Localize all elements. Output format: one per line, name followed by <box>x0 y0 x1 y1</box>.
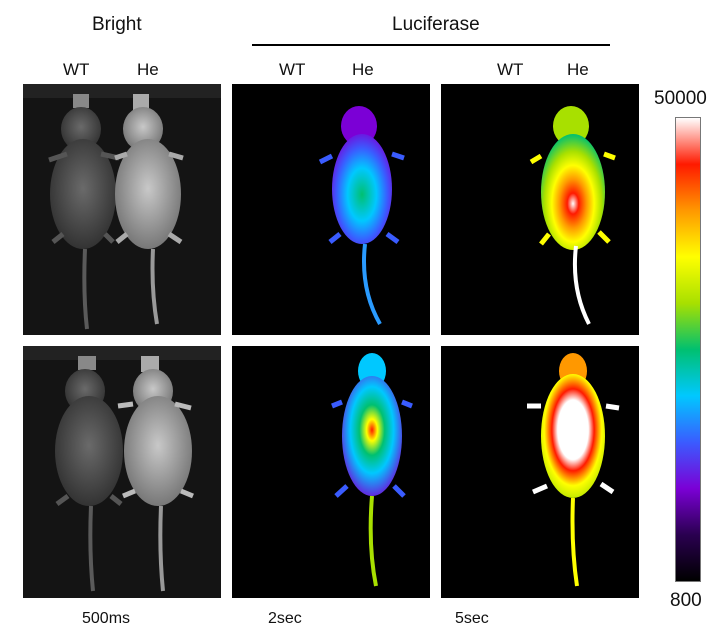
lum2-he-label: He <box>352 60 374 79</box>
colorbar-max-label: 50000 <box>654 88 707 109</box>
lum5-he-label: He <box>567 60 589 79</box>
bright-wt-label: WT <box>63 60 90 79</box>
luciferase-header: Luciferase <box>392 14 480 35</box>
bright-panel-top <box>23 84 221 335</box>
luciferase-underline <box>252 44 610 46</box>
exposure-bright-label: 500ms <box>82 610 131 627</box>
lum5-panel-bottom <box>441 346 639 598</box>
lum2-wt-label: WT <box>279 60 306 79</box>
he-mouse-silhouette <box>114 94 184 325</box>
wt-mouse-silhouette <box>48 94 120 330</box>
lum5-wt-label: WT <box>497 60 524 79</box>
lum2-panel-bottom <box>232 346 430 598</box>
exposure-lum2-label: 2sec <box>268 610 302 627</box>
exposure-lum5-label: 5sec <box>455 610 489 627</box>
bright-he-label: He <box>137 60 159 79</box>
bright-panel-bottom <box>23 346 221 598</box>
lum5-panel-top <box>441 84 639 335</box>
lum2-panel-top <box>232 84 430 335</box>
intensity-colorbar <box>675 117 701 582</box>
colorbar-min-label: 800 <box>670 590 702 611</box>
he-mouse-silhouette <box>117 356 194 592</box>
wt-mouse-silhouette <box>55 356 123 592</box>
bright-header: Bright <box>92 14 142 35</box>
